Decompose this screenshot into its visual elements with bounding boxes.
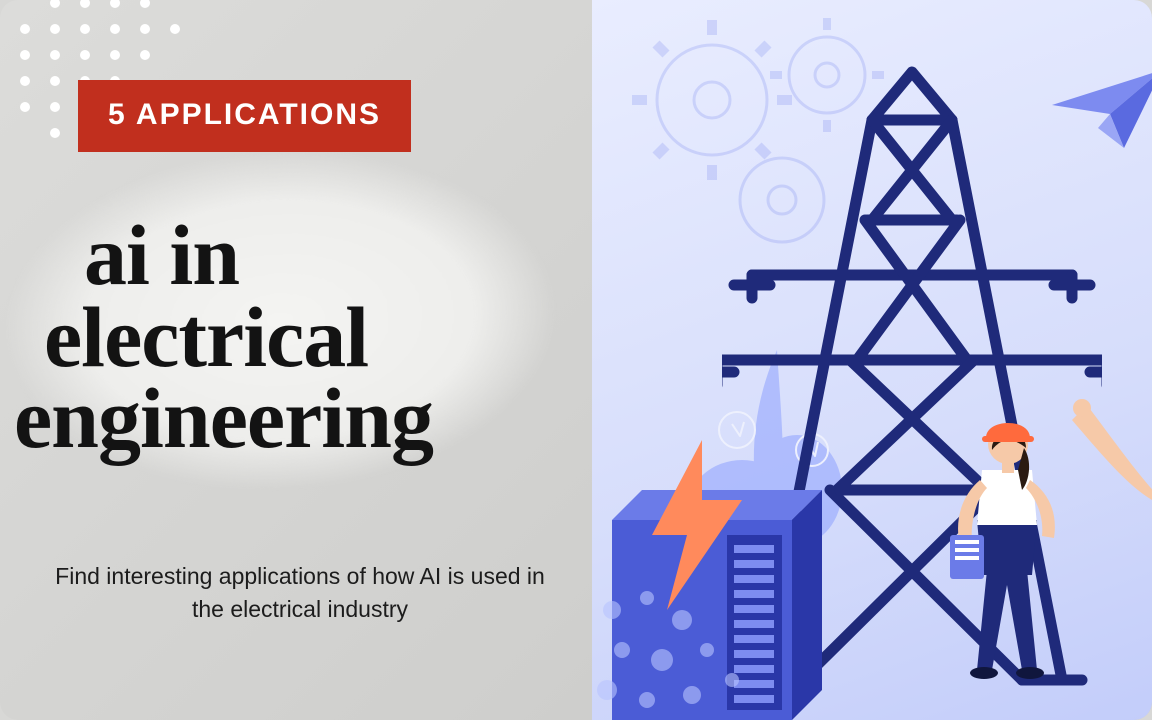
illustration-panel xyxy=(592,0,1152,720)
headline-line-3: engineering xyxy=(14,378,433,460)
headline-line-1: ai in xyxy=(14,215,433,297)
subhead: Find interesting applications of how AI … xyxy=(55,560,545,627)
thumbnail-canvas: 5 APPLICATIONS ai in electrical engineer… xyxy=(0,0,1152,720)
engineer-figure-icon xyxy=(932,400,1102,680)
applications-badge: 5 APPLICATIONS xyxy=(78,80,411,152)
headline: ai in electrical engineering xyxy=(14,215,433,460)
badge-label: 5 APPLICATIONS xyxy=(108,98,381,131)
pebble-dots-icon xyxy=(592,580,752,720)
paper-plane-icon xyxy=(1052,70,1152,150)
headline-line-2: electrical xyxy=(14,297,433,379)
